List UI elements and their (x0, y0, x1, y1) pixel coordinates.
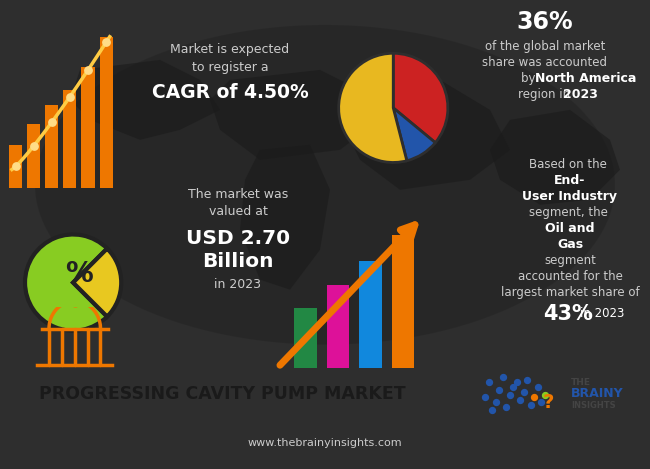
Text: Gas: Gas (557, 238, 583, 251)
Text: End-: End- (554, 174, 586, 187)
Point (29, 142, 39, 150)
Point (522, 376, 532, 383)
Wedge shape (73, 249, 121, 317)
Text: region in: region in (518, 88, 574, 101)
Point (525, 401, 536, 408)
Text: to register a: to register a (192, 61, 268, 75)
Wedge shape (25, 234, 107, 331)
Text: accounted for the: accounted for the (517, 270, 623, 283)
Point (487, 406, 497, 414)
Point (501, 403, 512, 411)
Wedge shape (393, 53, 448, 143)
Point (529, 393, 539, 401)
Text: share was accounted: share was accounted (482, 56, 608, 69)
Point (490, 399, 501, 406)
Bar (9, 145, 22, 188)
Bar (63, 90, 77, 188)
Polygon shape (210, 70, 380, 160)
Bar (99, 37, 112, 188)
Text: North America: North America (535, 72, 636, 85)
Bar (46, 105, 58, 188)
Text: Based on the: Based on the (529, 159, 611, 171)
Point (494, 386, 504, 393)
Text: 36%: 36% (517, 10, 573, 34)
Text: www.thebrainyinsights.com: www.thebrainyinsights.com (248, 439, 402, 448)
Text: %: % (65, 260, 93, 288)
Point (83, 66, 93, 74)
Text: by: by (521, 72, 540, 85)
Point (101, 38, 111, 46)
Point (532, 383, 543, 391)
Point (515, 396, 525, 403)
Point (497, 373, 508, 381)
Point (504, 391, 515, 399)
Text: segment: segment (544, 254, 596, 267)
Text: Billion: Billion (202, 252, 274, 271)
Wedge shape (339, 53, 407, 162)
Text: largest market share of: largest market share of (500, 286, 640, 299)
Bar (27, 124, 40, 188)
Polygon shape (70, 60, 220, 140)
Text: Market is expected: Market is expected (170, 44, 289, 56)
Text: of the global market: of the global market (485, 40, 605, 53)
Point (512, 378, 522, 386)
Bar (391, 234, 415, 368)
Bar (294, 308, 317, 368)
Polygon shape (240, 145, 330, 290)
Text: 2023: 2023 (563, 88, 598, 101)
Point (540, 391, 550, 399)
Point (508, 383, 518, 391)
Point (10, 163, 21, 170)
FancyArrowPatch shape (280, 225, 415, 365)
Text: CAGR of 4.50%: CAGR of 4.50% (151, 83, 308, 102)
Text: The market was: The market was (188, 188, 288, 201)
Text: THE: THE (571, 378, 591, 386)
Point (480, 393, 490, 401)
Point (519, 388, 529, 396)
Text: in 2023: in 2023 (580, 307, 625, 320)
Text: PROGRESSING CAVITY PUMP MARKET: PROGRESSING CAVITY PUMP MARKET (39, 385, 406, 403)
Point (536, 399, 547, 406)
Bar (326, 286, 350, 368)
Text: USD 2.70: USD 2.70 (186, 229, 290, 248)
Text: segment, the: segment, the (528, 206, 611, 219)
Point (47, 119, 57, 126)
Polygon shape (340, 80, 510, 190)
Text: User Industry: User Industry (523, 190, 618, 203)
Bar (359, 261, 382, 368)
Text: 43%: 43% (543, 303, 593, 324)
Polygon shape (490, 110, 620, 205)
Text: INSIGHTS: INSIGHTS (571, 401, 616, 410)
Wedge shape (393, 108, 436, 161)
Point (65, 93, 75, 100)
Point (70, 297, 80, 305)
Text: in 2023: in 2023 (214, 278, 261, 291)
Text: BRAINY: BRAINY (571, 387, 623, 400)
Text: ?: ? (543, 393, 554, 412)
Ellipse shape (35, 25, 615, 345)
Text: Oil and: Oil and (545, 222, 595, 235)
Point (484, 378, 494, 386)
Bar (81, 67, 94, 188)
Text: valued at: valued at (209, 205, 267, 218)
